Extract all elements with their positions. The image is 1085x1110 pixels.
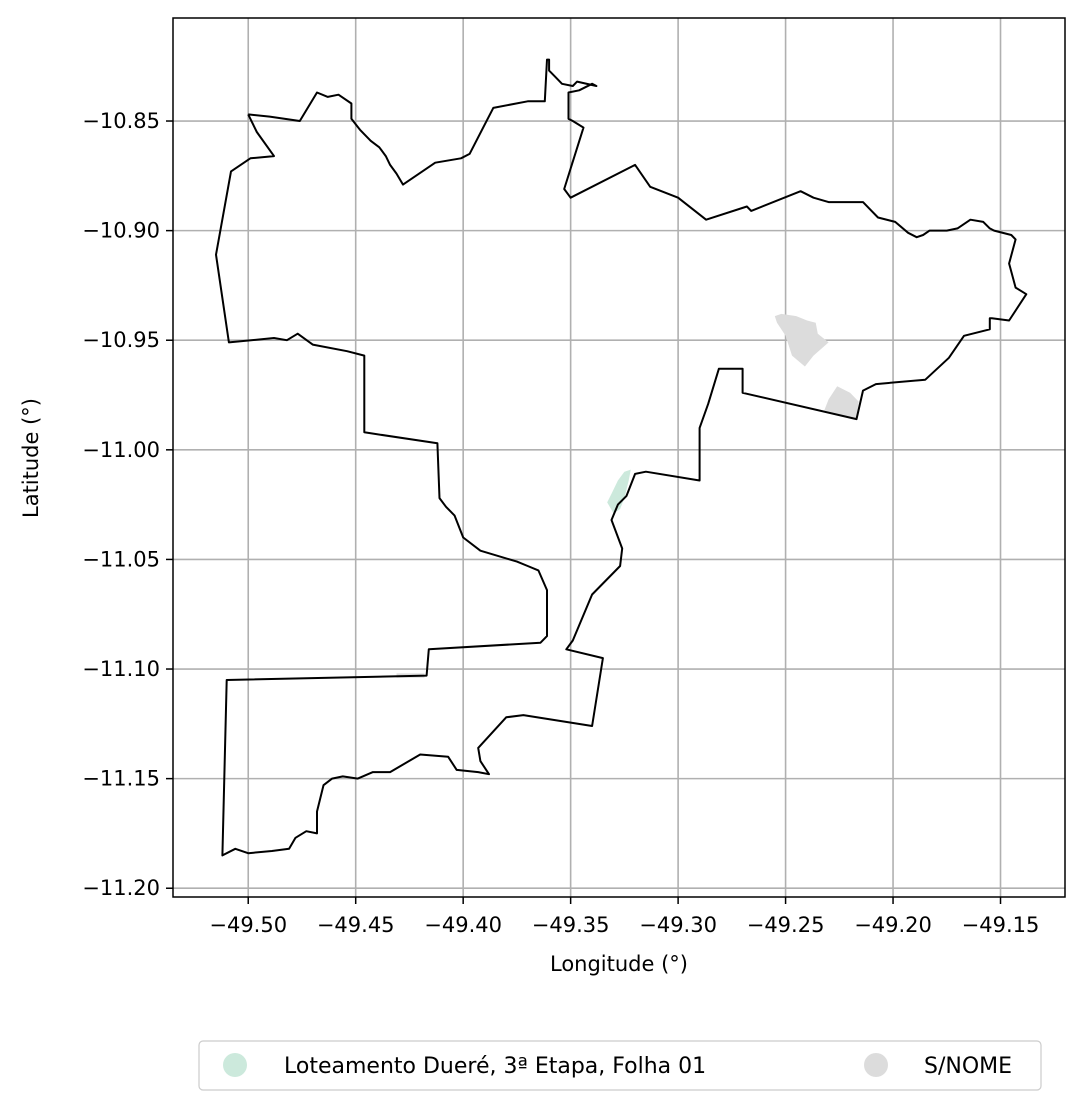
legend-entry-s-nome: S/NOME — [864, 1053, 1012, 1079]
y-tick-label: −10.95 — [82, 328, 160, 352]
legend-marker-s-nome — [864, 1053, 888, 1077]
x-tick-label: −49.25 — [747, 913, 825, 937]
y-tick-label: −11.10 — [82, 657, 160, 681]
legend-label-s-nome: S/NOME — [924, 1054, 1012, 1079]
legend-box — [198, 1040, 1042, 1091]
y-tick-label: −11.15 — [82, 767, 160, 791]
y-axis-title: Latitude (°) — [19, 398, 43, 518]
y-tick-label: −11.00 — [82, 438, 160, 462]
municipality-boundary — [215, 58, 1028, 857]
area-s-nome-1 — [774, 313, 829, 367]
x-tick-label: −49.45 — [317, 913, 395, 937]
x-tick-label: −49.40 — [424, 913, 502, 937]
legend-marker-loteamento — [223, 1053, 247, 1077]
legend: Loteamento Dueré, 3ª Etapa, Folha 01 S/N… — [198, 1040, 1042, 1091]
x-axis: −49.50 −49.45 −49.40 −49.35 −49.30 −49.25 −49.… — [209, 897, 1039, 937]
plot-frame — [172, 17, 1066, 898]
legend-entry-loteamento: Loteamento Dueré, 3ª Etapa, Folha 01 — [223, 1053, 706, 1079]
y-tick-label: −10.85 — [82, 109, 160, 133]
x-axis-title: Longitude (°) — [550, 952, 688, 976]
grid — [173, 18, 1065, 897]
y-tick-label: −10.90 — [82, 219, 160, 243]
areas-layer — [396, 313, 859, 678]
area-s-nome-2 — [824, 386, 859, 420]
area-loteamento-0 — [607, 469, 631, 514]
x-tick-label: −49.30 — [639, 913, 717, 937]
x-tick-label: −49.15 — [962, 913, 1040, 937]
x-tick-label: −49.50 — [209, 913, 287, 937]
boundary-layer — [215, 58, 1028, 857]
y-tick-label: −11.05 — [82, 547, 160, 571]
x-tick-label: −49.35 — [532, 913, 610, 937]
x-tick-label: −49.20 — [854, 913, 932, 937]
legend-label-loteamento: Loteamento Dueré, 3ª Etapa, Folha 01 — [284, 1054, 706, 1079]
y-axis: −10.85 −10.90 −10.95 −11.00 −11.05 −11.10 −11.… — [82, 109, 173, 900]
y-tick-label: −11.20 — [82, 876, 160, 900]
